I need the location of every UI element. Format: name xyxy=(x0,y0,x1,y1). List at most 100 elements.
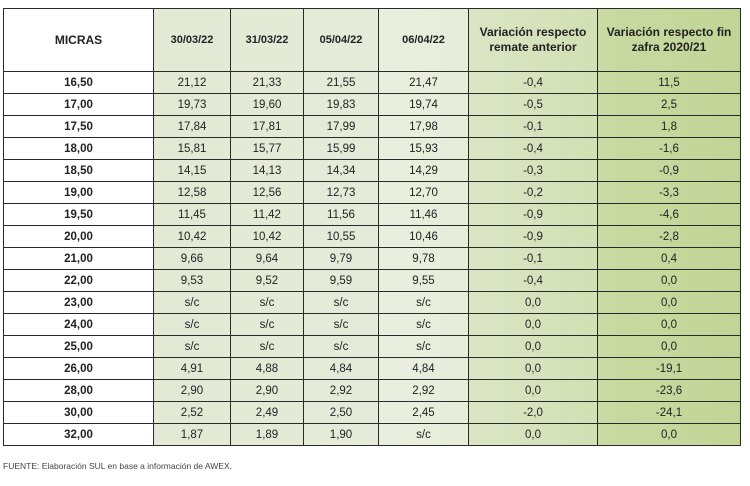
variation-previous-cell: -0,3 xyxy=(468,159,598,182)
price-cell: 2,92 xyxy=(378,379,469,402)
price-cell: 21,12 xyxy=(153,71,231,94)
header-date-3: 05/04/22 xyxy=(303,8,379,72)
price-cell: s/c xyxy=(378,313,469,336)
variation-season-cell: -3,3 xyxy=(597,181,741,204)
variation-previous-cell: -0,5 xyxy=(468,93,598,116)
price-cell: s/c xyxy=(303,291,379,314)
table-row: 17,50 17,84 17,81 17,99 17,98 -0,1 1,8 xyxy=(3,115,741,138)
price-cell: s/c xyxy=(378,291,469,314)
micras-cell: 24,00 xyxy=(3,313,154,336)
price-cell: 2,50 xyxy=(303,401,379,424)
price-cell: s/c xyxy=(230,291,304,314)
price-cell: 19,83 xyxy=(303,93,379,116)
variation-season-cell: 0,0 xyxy=(597,269,741,292)
header-variation-season: Variación respecto fin zafra 2020/21 xyxy=(597,8,741,72)
variation-previous-cell: -0,2 xyxy=(468,181,598,204)
variation-previous-cell: 0,0 xyxy=(468,335,598,358)
price-cell: 11,56 xyxy=(303,203,379,226)
variation-season-cell: -19,1 xyxy=(597,357,741,380)
variation-previous-cell: -2,0 xyxy=(468,401,598,424)
header-date-2: 31/03/22 xyxy=(230,8,304,72)
price-cell: 11,42 xyxy=(230,203,304,226)
table-header-row: MICRAS 30/03/22 31/03/22 05/04/22 06/04/… xyxy=(3,8,741,72)
price-cell: 17,98 xyxy=(378,115,469,138)
price-cell: 1,90 xyxy=(303,423,379,446)
variation-season-cell: -23,6 xyxy=(597,379,741,402)
micras-cell: 22,00 xyxy=(3,269,154,292)
price-cell: 11,46 xyxy=(378,203,469,226)
variation-season-cell: -0,9 xyxy=(597,159,741,182)
price-cell: 9,59 xyxy=(303,269,379,292)
table-row: 25,00 s/c s/c s/c s/c 0,0 0,0 xyxy=(3,335,741,358)
price-cell: 9,78 xyxy=(378,247,469,270)
price-cell: 1,89 xyxy=(230,423,304,446)
micras-cell: 16,50 xyxy=(3,71,154,94)
price-cell: 12,58 xyxy=(153,181,231,204)
price-cell: 2,49 xyxy=(230,401,304,424)
micras-cell: 19,00 xyxy=(3,181,154,204)
price-cell: 4,91 xyxy=(153,357,231,380)
micras-cell: 23,00 xyxy=(3,291,154,314)
price-cell: 9,79 xyxy=(303,247,379,270)
price-cell: 11,45 xyxy=(153,203,231,226)
micras-cell: 30,00 xyxy=(3,401,154,424)
price-cell: 15,99 xyxy=(303,137,379,160)
price-cell: 4,88 xyxy=(230,357,304,380)
price-cell: 14,13 xyxy=(230,159,304,182)
price-cell: 10,55 xyxy=(303,225,379,248)
variation-season-cell: -1,6 xyxy=(597,137,741,160)
header-variation-previous: Variación respecto remate anterior xyxy=(468,8,598,72)
price-cell: 15,77 xyxy=(230,137,304,160)
micras-cell: 32,00 xyxy=(3,423,154,446)
variation-previous-cell: -0,4 xyxy=(468,269,598,292)
micras-cell: 20,00 xyxy=(3,225,154,248)
variation-previous-cell: -0,4 xyxy=(468,71,598,94)
price-cell: s/c xyxy=(230,313,304,336)
price-cell: 12,56 xyxy=(230,181,304,204)
price-cell: 2,52 xyxy=(153,401,231,424)
variation-season-cell: 0,0 xyxy=(597,423,741,446)
micras-cell: 17,50 xyxy=(3,115,154,138)
table-row: 32,00 1,87 1,89 1,90 s/c 0,0 0,0 xyxy=(3,423,741,446)
price-cell: 21,55 xyxy=(303,71,379,94)
price-cell: 2,92 xyxy=(303,379,379,402)
price-cell: 1,87 xyxy=(153,423,231,446)
variation-season-cell: -24,1 xyxy=(597,401,741,424)
price-cell: 14,15 xyxy=(153,159,231,182)
price-cell: 12,70 xyxy=(378,181,469,204)
price-cell: 17,81 xyxy=(230,115,304,138)
micras-cell: 17,00 xyxy=(3,93,154,116)
price-cell: 9,52 xyxy=(230,269,304,292)
variation-previous-cell: 0,0 xyxy=(468,379,598,402)
price-cell: 9,66 xyxy=(153,247,231,270)
price-cell: s/c xyxy=(153,335,231,358)
price-cell: 2,90 xyxy=(153,379,231,402)
variation-previous-cell: -0,1 xyxy=(468,115,598,138)
micras-cell: 19,50 xyxy=(3,203,154,226)
price-cell: s/c xyxy=(153,291,231,314)
price-cell: 2,90 xyxy=(230,379,304,402)
table-row: 20,00 10,42 10,42 10,55 10,46 -0,9 -2,8 xyxy=(3,225,741,248)
price-cell: 4,84 xyxy=(303,357,379,380)
variation-previous-cell: 0,0 xyxy=(468,357,598,380)
table-row: 18,00 15,81 15,77 15,99 15,93 -0,4 -1,6 xyxy=(3,137,741,160)
wool-price-table: MICRAS 30/03/22 31/03/22 05/04/22 06/04/… xyxy=(3,8,741,446)
price-cell: 9,64 xyxy=(230,247,304,270)
price-cell: 17,99 xyxy=(303,115,379,138)
header-micras: MICRAS xyxy=(3,8,154,72)
price-cell: 15,81 xyxy=(153,137,231,160)
table-row: 30,00 2,52 2,49 2,50 2,45 -2,0 -24,1 xyxy=(3,401,741,424)
price-cell: 12,73 xyxy=(303,181,379,204)
table-row: 19,00 12,58 12,56 12,73 12,70 -0,2 -3,3 xyxy=(3,181,741,204)
price-cell: 10,42 xyxy=(153,225,231,248)
variation-season-cell: 0,4 xyxy=(597,247,741,270)
variation-season-cell: 0,0 xyxy=(597,291,741,314)
price-cell: 2,45 xyxy=(378,401,469,424)
micras-cell: 18,00 xyxy=(3,137,154,160)
table-row: 16,50 21,12 21,33 21,55 21,47 -0,4 11,5 xyxy=(3,71,741,94)
table-row: 18,50 14,15 14,13 14,34 14,29 -0,3 -0,9 xyxy=(3,159,741,182)
variation-previous-cell: 0,0 xyxy=(468,423,598,446)
variation-season-cell: 11,5 xyxy=(597,71,741,94)
variation-previous-cell: -0,9 xyxy=(468,225,598,248)
price-cell: 19,73 xyxy=(153,93,231,116)
